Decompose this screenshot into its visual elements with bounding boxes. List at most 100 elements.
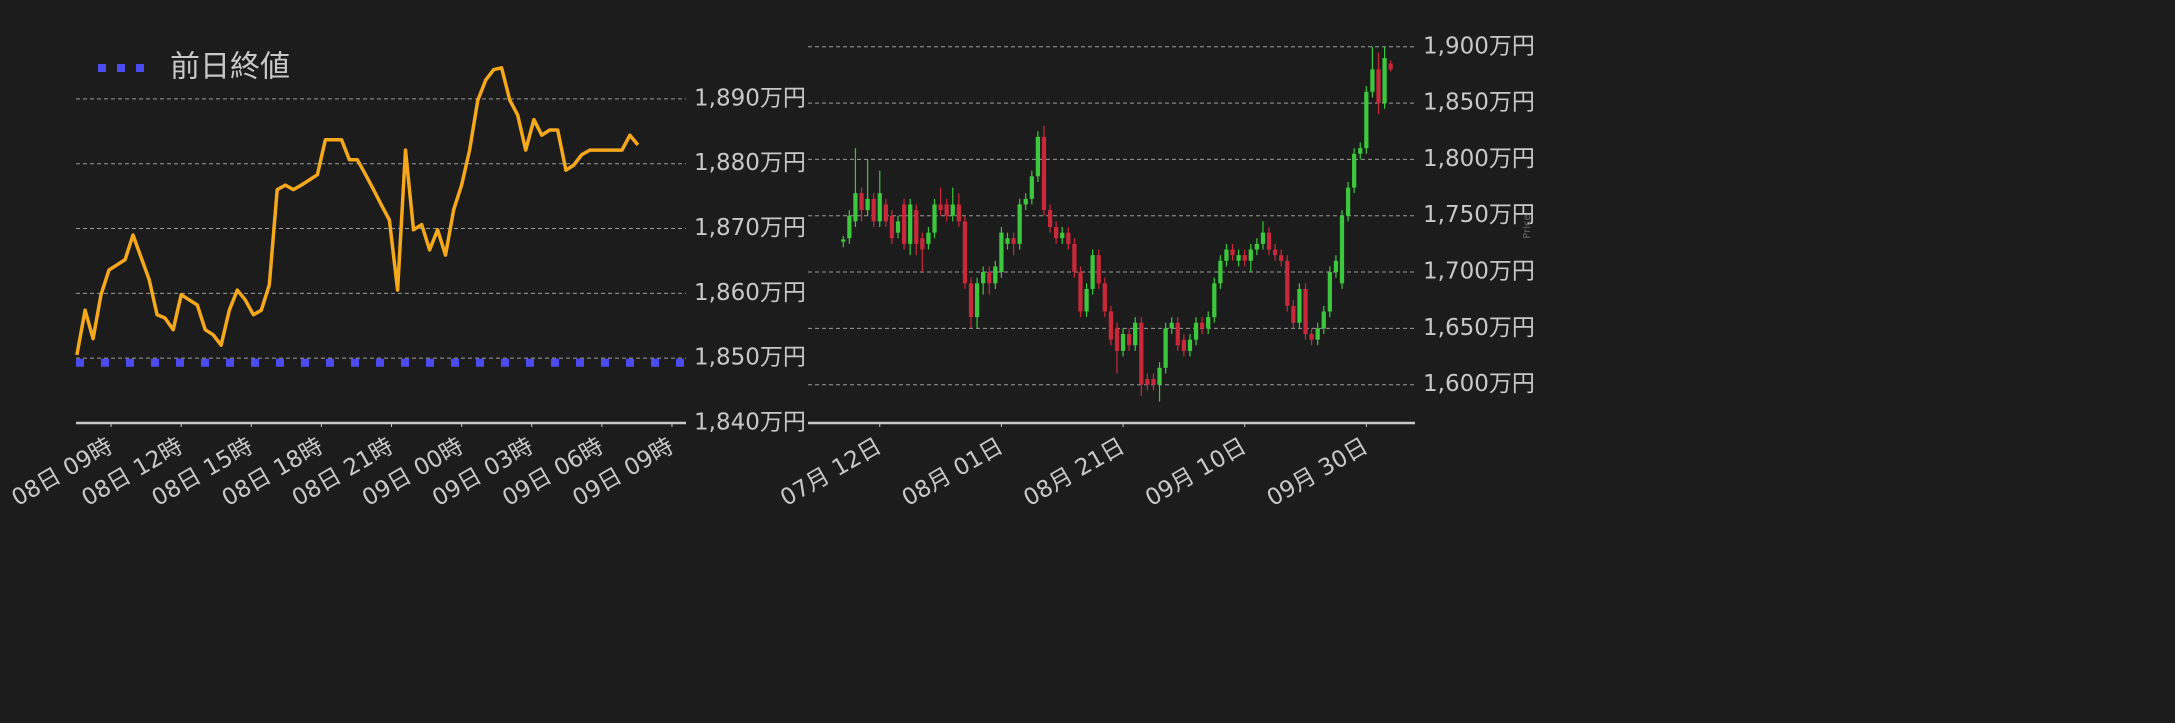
candle-body [1090, 255, 1095, 289]
candle-body [1236, 255, 1241, 261]
candle-body [1078, 272, 1083, 312]
candle-body [1297, 288, 1302, 323]
candle-body [1011, 238, 1016, 244]
candle-body [1181, 339, 1187, 351]
candle-body [871, 198, 876, 222]
candle-body [1041, 136, 1047, 211]
candle-body [950, 204, 955, 216]
candle-body [1199, 322, 1205, 329]
y-tick-label: 1,870万円 [694, 215, 806, 241]
candle-body [853, 193, 858, 222]
candle-body [1127, 334, 1132, 346]
candle-body [889, 215, 895, 239]
candle-body [1084, 288, 1089, 312]
candle-body [944, 204, 949, 216]
candle-body [1248, 249, 1253, 261]
candle-body [1254, 243, 1259, 250]
y-tick-label: 1,840万円 [694, 410, 806, 436]
candle-body [1266, 232, 1272, 250]
y-tick-label: 1,900万円 [1423, 33, 1535, 59]
y-tick-label: 1,860万円 [694, 280, 806, 306]
candle-body [1370, 69, 1375, 92]
y-tick-label: 1,850万円 [694, 345, 806, 371]
candle-body [1175, 322, 1180, 346]
candle-body [1212, 283, 1217, 318]
candle-body [1169, 322, 1174, 329]
candle-body [1279, 255, 1284, 261]
candle-body [1029, 176, 1034, 199]
candle-body [1114, 328, 1120, 351]
candle-body [1230, 249, 1235, 256]
candle-body [1102, 283, 1107, 312]
price-line [75, 66, 640, 356]
candle-body [1108, 311, 1114, 340]
candle-body [1054, 226, 1059, 239]
candle-body [1242, 255, 1247, 261]
candle-body [938, 204, 943, 211]
candle-body [1388, 63, 1393, 70]
candle-body [968, 283, 974, 318]
candle-body [1005, 238, 1010, 244]
y-tick-label: 1,890万円 [694, 85, 806, 111]
candle-body [1303, 288, 1308, 335]
candle-body [914, 210, 919, 244]
candle-body [1023, 198, 1028, 205]
y-tick-label: 1,880万円 [694, 150, 806, 176]
candle-body [1224, 249, 1229, 261]
candle-body [908, 204, 913, 244]
candle-body [1145, 379, 1150, 385]
candle-body [1218, 260, 1223, 284]
candle-body [1187, 339, 1193, 351]
candle-body [981, 272, 986, 284]
y-tick-label: 1,800万円 [1423, 146, 1535, 172]
candle-body [1060, 232, 1065, 239]
candle-body [1327, 272, 1332, 312]
candle-body [1151, 379, 1156, 385]
candle-body [1120, 334, 1126, 351]
candle-body [999, 232, 1004, 273]
y-axis-label: Price [1522, 214, 1533, 238]
candle-body [841, 239, 846, 242]
candle-body [1206, 317, 1211, 329]
candle-body [1272, 249, 1278, 256]
candle-body [895, 221, 901, 233]
candle-body [1315, 328, 1320, 340]
candle-body [1035, 136, 1041, 177]
candle-body [974, 283, 980, 318]
candle-body [1260, 232, 1266, 244]
candle-body [1358, 148, 1363, 154]
candle-body [1364, 91, 1369, 149]
candle-body [1309, 334, 1314, 340]
legend-label: 前日終値 [170, 50, 290, 85]
candle-body [993, 266, 998, 284]
candle-body [1339, 215, 1345, 284]
y-tick-label: 1,700万円 [1423, 259, 1535, 285]
candle-body [877, 193, 882, 222]
candle-body [1072, 243, 1077, 273]
candle-body [1047, 210, 1053, 227]
candle-body [1382, 58, 1387, 104]
candle-body [1139, 322, 1144, 385]
candle-body [1285, 260, 1290, 306]
candle-body [1291, 305, 1296, 323]
candle-body [1333, 260, 1339, 273]
candle-body [901, 204, 907, 244]
candle-body [859, 193, 864, 211]
candle-body [847, 215, 852, 239]
candle-body [1163, 328, 1168, 368]
candle-body [865, 198, 870, 211]
candle-body [956, 204, 961, 222]
candle-body [1376, 69, 1381, 104]
candle-body [1193, 322, 1199, 340]
candle-body [962, 221, 968, 284]
candle-body [1133, 322, 1138, 346]
candle-body [1352, 153, 1357, 188]
candle-body [1321, 311, 1326, 329]
candle-body [1157, 367, 1162, 385]
candle-body [1017, 204, 1022, 244]
candle-body [1096, 255, 1101, 284]
candle-body [932, 204, 937, 233]
y-tick-label: 1,600万円 [1423, 371, 1535, 397]
